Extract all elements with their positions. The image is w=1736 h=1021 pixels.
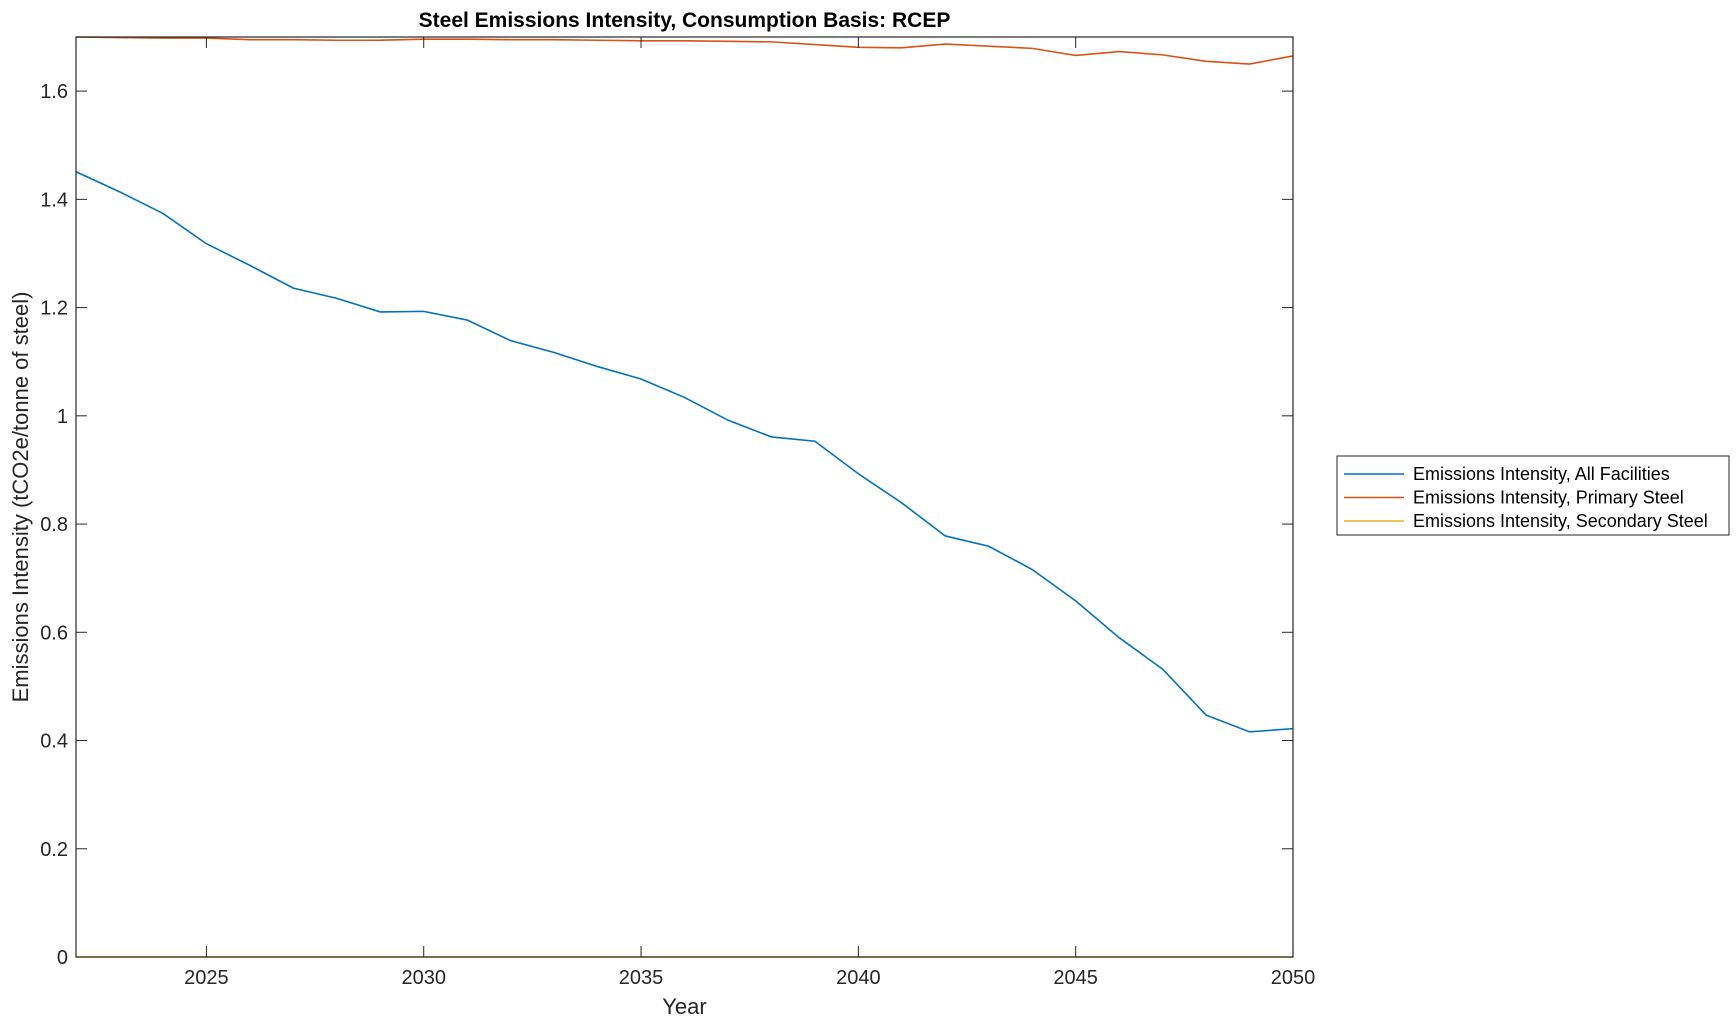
y-tick-label: 0.8 <box>40 514 68 536</box>
chart-title: Steel Emissions Intensity, Consumption B… <box>419 9 951 32</box>
y-tick-label: 1.6 <box>40 81 68 103</box>
legend-label-2: Emissions Intensity, Primary Steel <box>1413 488 1684 508</box>
plot-area <box>76 37 1293 957</box>
y-tick-label: 0.6 <box>40 622 68 644</box>
legend-label-3: Emissions Intensity, Secondary Steel <box>1413 511 1708 531</box>
y-tick-label: 0 <box>57 947 68 969</box>
legend: Emissions Intensity, All Facilities Emiss… <box>1336 455 1730 536</box>
tick-layer: 2025 2030 2035 2040 2045 2050 0 0.2 0.4 0.6 0.8 1 1.… <box>40 37 1315 989</box>
x-axis-title: Year <box>662 994 706 1019</box>
x-tick-label: 2040 <box>836 967 881 989</box>
plot-frame <box>75 36 1294 958</box>
x-tick-label: 2050 <box>1271 967 1316 989</box>
series-line-2 <box>75 36 1294 65</box>
legend-label-1: Emissions Intensity, All Facilities <box>1413 464 1670 484</box>
legend-box <box>1336 455 1730 536</box>
x-tick-label: 2035 <box>619 967 664 989</box>
y-tick-label: 1.2 <box>40 298 68 320</box>
y-axis-title: Emissions Intensity (tCO2e/tonne of stee… <box>8 292 33 703</box>
x-tick-label: 2025 <box>184 967 229 989</box>
y-tick-label: 0.2 <box>40 839 68 861</box>
x-tick-label: 2030 <box>401 967 446 989</box>
y-tick-label: 1 <box>57 406 68 428</box>
y-tick-label: 1.4 <box>40 189 68 211</box>
y-tick-label: 0.4 <box>40 731 68 753</box>
x-tick-label: 2045 <box>1053 967 1098 989</box>
series-line-1 <box>75 171 1294 733</box>
